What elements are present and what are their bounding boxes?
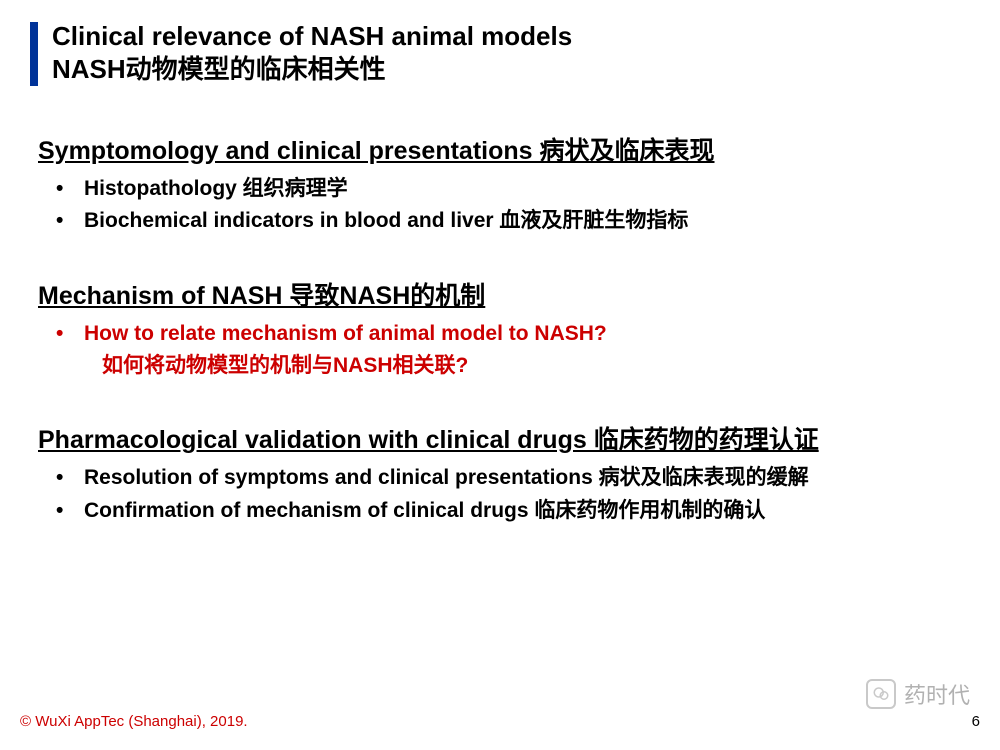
slide-title: Clinical relevance of NASH animal models…: [52, 20, 572, 85]
bullet-list: Resolution of symptoms and clinical pres…: [38, 464, 970, 525]
title-line-1: Clinical relevance of NASH animal models: [52, 20, 572, 53]
section-heading: Symptomology and clinical presentations …: [38, 131, 970, 167]
footer: © WuXi AppTec (Shanghai), 2019. 6: [20, 713, 980, 730]
section-mechanism: Mechanism of NASH 导致NASH的机制 How to relat…: [30, 276, 970, 381]
title-line-2: NASH动物模型的临床相关性: [52, 53, 572, 86]
section-symptomology: Symptomology and clinical presentations …: [30, 131, 970, 236]
bullet-item: How to relate mechanism of animal model …: [56, 320, 970, 348]
bullet-list: How to relate mechanism of animal model …: [38, 320, 970, 381]
section-heading: Mechanism of NASH 导致NASH的机制: [38, 276, 970, 312]
page-number: 6: [972, 713, 980, 730]
slide: Clinical relevance of NASH animal models…: [0, 0, 1000, 750]
watermark-label: 药时代: [904, 678, 970, 710]
title-block: Clinical relevance of NASH animal models…: [30, 20, 970, 86]
copyright-text: © WuXi AppTec (Shanghai), 2019.: [20, 713, 248, 730]
bullet-item: Resolution of symptoms and clinical pres…: [56, 464, 970, 492]
watermark: 药时代: [866, 678, 970, 710]
title-accent-bar: [30, 22, 38, 86]
bullet-item: Histopathology 组织病理学: [56, 175, 970, 203]
bullet-subtext: 如何将动物模型的机制与NASH相关联?: [56, 352, 970, 380]
section-heading: Pharmacological validation with clinical…: [38, 420, 970, 456]
bullet-item: Biochemical indicators in blood and live…: [56, 207, 970, 235]
bullet-list: Histopathology 组织病理学 Biochemical indicat…: [38, 175, 970, 236]
section-pharmacological: Pharmacological validation with clinical…: [30, 420, 970, 525]
bullet-item: Confirmation of mechanism of clinical dr…: [56, 497, 970, 525]
wechat-icon: [866, 679, 896, 709]
